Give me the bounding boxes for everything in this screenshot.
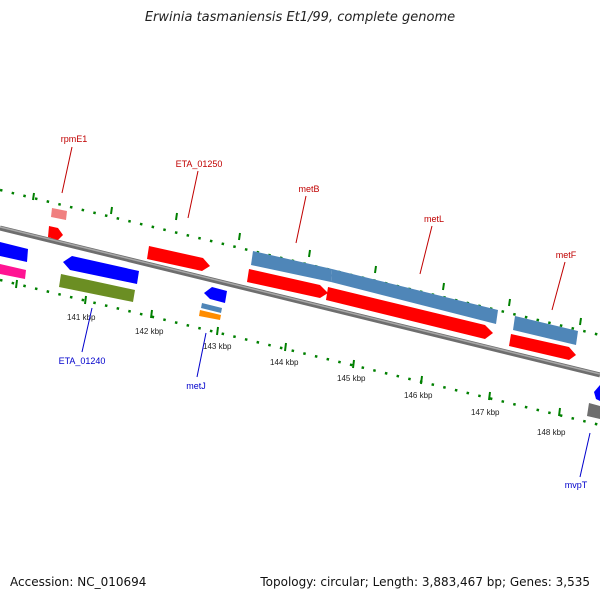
gene-metJ-orange-feature [199,310,221,320]
label-metJ: metJ [186,381,206,391]
label-rpmE1: rpmE1 [61,134,88,144]
gene-metL-feature [331,269,498,324]
tick-label-146: 146 kbp [404,391,433,400]
cds-metJ-feature [204,287,227,303]
ruler-lower-major-ticks [15,279,561,417]
map-title: Erwinia tasmaniensis Et1/99, complete ge… [144,10,456,25]
cds-eta01250-feature [147,246,210,271]
forward-gene-labels: rpmE1 ETA_01250 metB metL metF [61,134,577,260]
reverse-leader-lines [81,307,591,478]
tick-label-147: 147 kbp [471,408,500,417]
cds-left-edge-magenta-feature [0,264,26,279]
backbone-highlight [0,226,600,375]
tick-label-148: 148 kbp [537,428,566,437]
cds-eta01240-feature [63,256,139,284]
label-metB: metB [298,184,319,194]
tick-labels: 141 kbp 142 kbp 143 kbp 144 kbp 145 kbp … [67,313,566,437]
gene-eta01240-feature [59,274,135,302]
gene-metJ-feature [201,303,222,313]
tick-label-144: 144 kbp [270,358,299,367]
gene-mvpT-feature [587,403,600,419]
label-eta01240: ETA_01240 [59,356,106,366]
gene-metB-feature [251,251,332,282]
genome-backbone [0,225,600,378]
genome-summary-text: Topology: circular; Length: 3,883,467 bp… [260,575,590,589]
tick-label-142: 142 kbp [135,327,164,336]
reverse-features [0,242,600,419]
reverse-gene-labels: ETA_01240 metJ mvpT [59,356,588,490]
cds-metB-feature [247,269,328,298]
label-eta01250: ETA_01250 [176,159,223,169]
tick-label-145: 145 kbp [337,374,366,383]
gene-rpmE1-feature [51,208,67,220]
label-metL: metL [424,214,444,224]
cds-metF-feature [509,334,576,360]
tick-label-141: 141 kbp [67,313,96,322]
cds-rpmE1-feature [48,226,63,240]
forward-features [48,208,578,360]
cds-metL-feature [326,287,493,339]
cds-mvpT-feature [594,385,600,401]
cds-left-edge-blue-feature [0,242,28,262]
label-mvpT: mvpT [565,480,588,490]
label-metF: metF [556,250,577,260]
gene-metF-feature [513,316,578,345]
ruler-upper-major-ticks [32,192,582,326]
forward-leader-lines [61,146,566,311]
tick-label-143: 143 kbp [203,342,232,351]
accession-text: Accession: NC_010694 [10,575,147,589]
